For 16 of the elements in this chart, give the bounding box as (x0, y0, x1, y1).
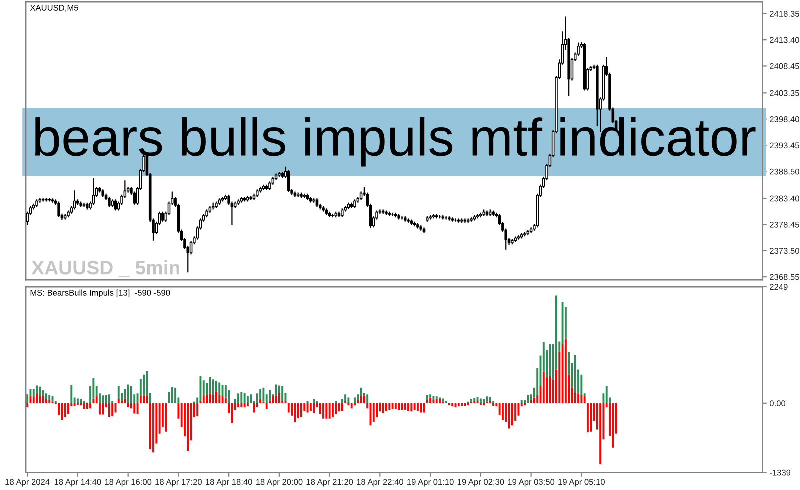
x-tick-label: 18 Apr 21:20 (306, 479, 354, 487)
y-tick-label: -1339 (770, 470, 791, 476)
x-tick-label: 19 Apr 05:10 (558, 479, 605, 487)
x-tick-label: 19 Apr 02:30 (458, 479, 504, 487)
x-tick-label: 18 Apr 2024 (6, 479, 50, 487)
x-tick-label: 18 Apr 22:40 (357, 479, 404, 487)
x-tick-label: 18 Apr 17:20 (156, 479, 202, 487)
y-tick-label: 0.00 (770, 400, 786, 406)
x-tick-label: 19 Apr 01:10 (408, 479, 454, 487)
chart-subtitle: MS: BearsBulls Impuls [13] -590 -590 (30, 290, 170, 298)
x-tick-label: 18 Apr 14:40 (54, 479, 102, 487)
x-tick-label: 19 Apr 03:50 (508, 479, 555, 487)
y-tick-label: 2249 (770, 284, 788, 290)
x-tick-label: 18 Apr 20:00 (256, 479, 303, 487)
x-tick-label: 18 Apr 16:00 (105, 479, 152, 487)
x-tick-label: 18 Apr 18:40 (206, 479, 252, 487)
